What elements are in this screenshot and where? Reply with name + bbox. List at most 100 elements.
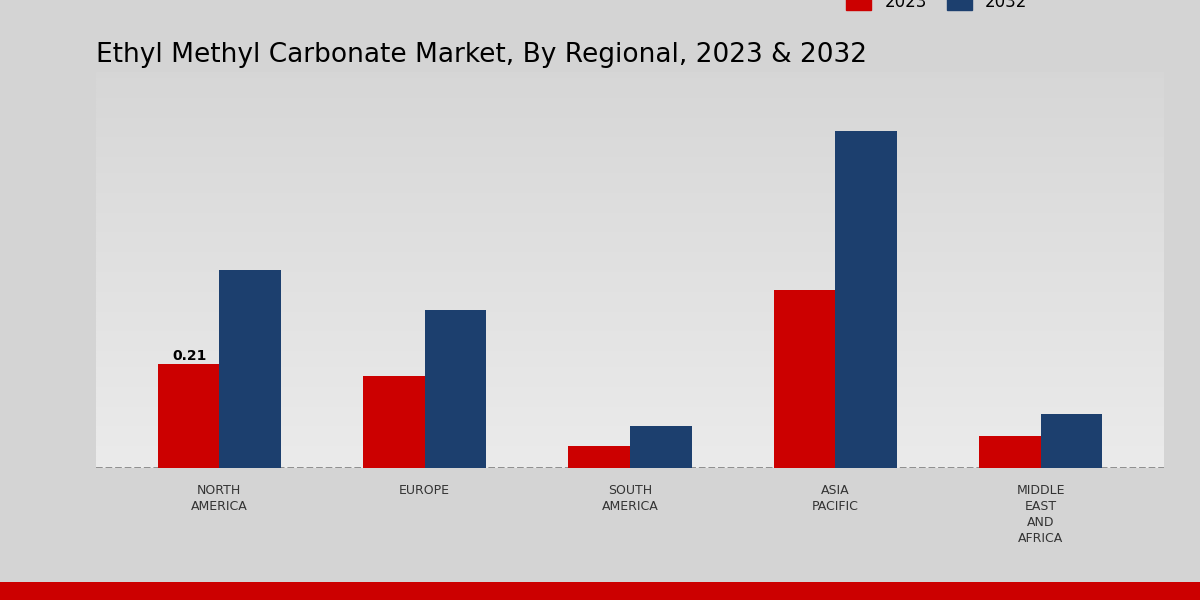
Bar bbox=[96, 337, 1164, 341]
Bar bbox=[96, 456, 1164, 460]
Bar bbox=[96, 369, 1164, 373]
Bar bbox=[96, 199, 1164, 203]
Bar bbox=[96, 124, 1164, 127]
Bar bbox=[96, 325, 1164, 329]
Bar bbox=[96, 211, 1164, 215]
Legend: 2023, 2032: 2023, 2032 bbox=[846, 0, 1027, 11]
Bar bbox=[220, 270, 281, 468]
Bar bbox=[96, 235, 1164, 238]
Bar bbox=[96, 290, 1164, 294]
Bar bbox=[96, 298, 1164, 302]
Bar bbox=[96, 139, 1164, 143]
Text: 0.21: 0.21 bbox=[172, 349, 206, 363]
Bar bbox=[1040, 413, 1103, 468]
Bar bbox=[96, 357, 1164, 361]
Bar bbox=[630, 426, 691, 468]
Bar bbox=[96, 203, 1164, 206]
Bar bbox=[96, 226, 1164, 230]
Bar bbox=[96, 223, 1164, 226]
Bar bbox=[96, 377, 1164, 381]
Bar bbox=[96, 238, 1164, 242]
Bar bbox=[96, 317, 1164, 322]
Bar bbox=[96, 100, 1164, 104]
Bar bbox=[96, 345, 1164, 349]
Bar bbox=[157, 364, 220, 468]
Bar bbox=[96, 341, 1164, 345]
Bar bbox=[96, 436, 1164, 440]
Bar bbox=[96, 401, 1164, 404]
Bar bbox=[96, 254, 1164, 258]
Bar bbox=[96, 381, 1164, 385]
Bar bbox=[96, 76, 1164, 80]
Bar bbox=[96, 151, 1164, 155]
Bar bbox=[96, 127, 1164, 131]
Bar bbox=[96, 206, 1164, 211]
Bar bbox=[364, 376, 425, 468]
Bar bbox=[96, 179, 1164, 183]
Bar bbox=[96, 230, 1164, 235]
Bar bbox=[96, 286, 1164, 290]
Bar bbox=[96, 334, 1164, 337]
Bar bbox=[835, 131, 898, 468]
Bar bbox=[96, 183, 1164, 187]
Bar bbox=[96, 404, 1164, 409]
Bar bbox=[96, 246, 1164, 250]
Text: Ethyl Methyl Carbonate Market, By Regional, 2023 & 2032: Ethyl Methyl Carbonate Market, By Region… bbox=[96, 42, 866, 68]
Bar bbox=[569, 446, 630, 468]
Bar bbox=[96, 302, 1164, 305]
Bar bbox=[96, 361, 1164, 365]
Bar bbox=[96, 270, 1164, 274]
Bar bbox=[425, 310, 486, 468]
Bar bbox=[96, 409, 1164, 413]
Bar bbox=[96, 112, 1164, 116]
Bar bbox=[979, 436, 1040, 468]
Bar bbox=[96, 242, 1164, 246]
Bar bbox=[96, 250, 1164, 254]
Bar bbox=[96, 187, 1164, 191]
Bar bbox=[96, 393, 1164, 397]
Bar bbox=[96, 452, 1164, 456]
Bar bbox=[96, 262, 1164, 266]
Bar bbox=[96, 373, 1164, 377]
Bar bbox=[96, 282, 1164, 286]
Bar bbox=[96, 266, 1164, 270]
Bar bbox=[96, 96, 1164, 100]
Bar bbox=[96, 107, 1164, 112]
Bar bbox=[96, 349, 1164, 353]
Bar bbox=[96, 72, 1164, 76]
Bar bbox=[96, 329, 1164, 334]
Bar bbox=[96, 147, 1164, 151]
Bar bbox=[96, 163, 1164, 167]
Bar bbox=[96, 444, 1164, 448]
Bar bbox=[96, 413, 1164, 416]
Bar bbox=[96, 305, 1164, 310]
Bar bbox=[96, 175, 1164, 179]
Bar bbox=[96, 460, 1164, 464]
Bar bbox=[96, 215, 1164, 218]
Bar bbox=[96, 278, 1164, 282]
Bar bbox=[96, 155, 1164, 159]
Bar bbox=[96, 136, 1164, 139]
Bar bbox=[96, 119, 1164, 124]
Bar bbox=[96, 416, 1164, 421]
Bar bbox=[96, 389, 1164, 393]
Bar bbox=[96, 92, 1164, 96]
Bar bbox=[96, 274, 1164, 278]
Bar bbox=[96, 116, 1164, 119]
Bar bbox=[96, 171, 1164, 175]
Bar bbox=[96, 258, 1164, 262]
Bar bbox=[96, 421, 1164, 424]
Bar bbox=[96, 80, 1164, 84]
Bar bbox=[96, 424, 1164, 428]
Bar bbox=[96, 314, 1164, 317]
Bar bbox=[96, 433, 1164, 436]
Bar bbox=[96, 464, 1164, 468]
Bar bbox=[96, 310, 1164, 314]
Bar bbox=[96, 397, 1164, 401]
Bar bbox=[96, 322, 1164, 325]
Bar bbox=[96, 448, 1164, 452]
Bar bbox=[96, 440, 1164, 444]
Bar bbox=[774, 290, 835, 468]
Bar bbox=[96, 385, 1164, 389]
Bar bbox=[96, 88, 1164, 92]
